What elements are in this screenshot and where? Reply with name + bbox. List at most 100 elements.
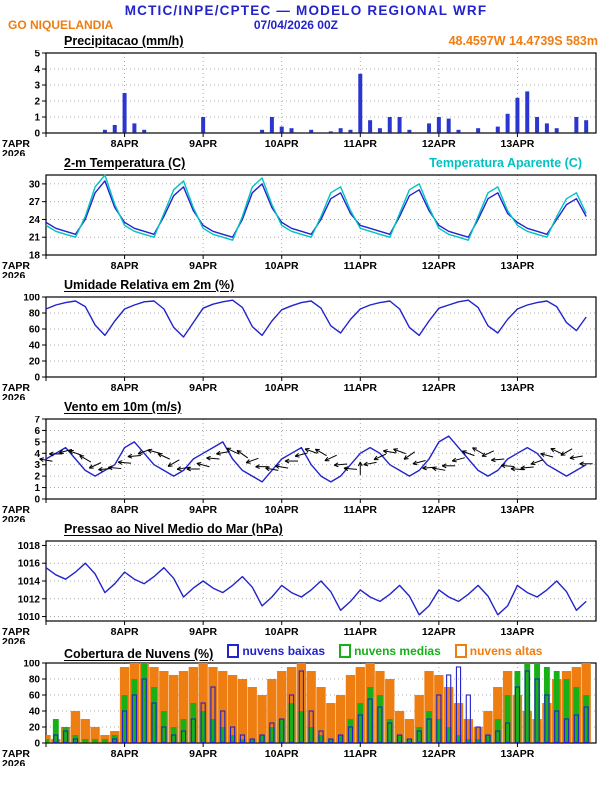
svg-text:9APR: 9APR	[189, 382, 217, 394]
legend-high-clouds: nuvens altas	[454, 644, 542, 658]
svg-text:8APR: 8APR	[111, 504, 139, 516]
svg-text:11APR: 11APR	[344, 382, 378, 394]
svg-text:7APR: 7APR	[2, 138, 30, 150]
model-title: MCTIC/INPE/CPTEC — MODELO REGIONAL WRF	[124, 3, 488, 18]
svg-text:1018: 1018	[18, 541, 41, 552]
mid-clouds-label: nuvens medias	[354, 644, 441, 658]
svg-text:27: 27	[29, 197, 41, 208]
svg-text:1014: 1014	[18, 577, 41, 588]
panel-humidity-title: Umidade Relativa em 2m (%)	[64, 278, 235, 292]
svg-text:13APR: 13APR	[500, 504, 534, 516]
panel-humidity-header: Umidade Relativa em 2m (%)	[0, 278, 612, 294]
station-coordinates: 48.4597W 14.4739S 583m	[448, 34, 598, 48]
svg-text:6: 6	[34, 426, 40, 437]
svg-text:1012: 1012	[18, 594, 41, 605]
svg-text:3: 3	[34, 460, 40, 471]
svg-text:13APR: 13APR	[500, 138, 534, 150]
apparent-temperature-legend: Temperatura Aparente (C)	[429, 156, 582, 170]
svg-text:20: 20	[29, 723, 41, 734]
svg-text:12APR: 12APR	[422, 260, 456, 272]
legend-low-clouds: nuvens baixas	[227, 644, 325, 658]
svg-text:8APR: 8APR	[111, 138, 139, 150]
svg-text:5: 5	[34, 50, 40, 60]
svg-text:2: 2	[34, 97, 40, 108]
svg-text:1016: 1016	[18, 559, 41, 570]
svg-text:12APR: 12APR	[422, 504, 456, 516]
panel-clouds-title: Cobertura de Nuvens (%)	[64, 647, 214, 661]
svg-text:18: 18	[29, 251, 41, 262]
svg-text:10APR: 10APR	[265, 260, 299, 272]
panel-pressure: Pressao ao Nivel Medio do Mar (hPa) 7APR…	[0, 522, 612, 644]
svg-text:4: 4	[34, 65, 40, 76]
svg-text:13APR: 13APR	[500, 260, 534, 272]
legend-mid-clouds: nuvens medias	[339, 644, 441, 658]
svg-text:8APR: 8APR	[111, 382, 139, 394]
svg-text:21: 21	[29, 233, 41, 244]
panel-wind-header: Vento em 10m (m/s)	[0, 400, 612, 416]
svg-text:0: 0	[34, 739, 40, 750]
svg-text:7APR: 7APR	[2, 504, 30, 516]
station-name: GO NIQUELANDIA	[8, 18, 114, 32]
svg-text:12APR: 12APR	[422, 382, 456, 394]
svg-text:12APR: 12APR	[422, 748, 456, 760]
svg-text:9APR: 9APR	[189, 504, 217, 516]
svg-text:7: 7	[34, 416, 40, 426]
svg-text:1: 1	[34, 483, 40, 494]
svg-text:13APR: 13APR	[500, 382, 534, 394]
svg-text:60: 60	[29, 325, 41, 336]
svg-text:10APR: 10APR	[265, 626, 299, 638]
panel-wind-title: Vento em 10m (m/s)	[64, 400, 182, 414]
svg-text:13APR: 13APR	[500, 626, 534, 638]
svg-text:2: 2	[34, 472, 40, 483]
panel-wind: Vento em 10m (m/s) 7APR 2026 8APR 9APR 10APR…	[0, 400, 612, 522]
svg-text:4: 4	[34, 449, 40, 460]
panel-temperature: 2-m Temperatura (C) Temperatura Aparente…	[0, 156, 612, 278]
svg-text:12APR: 12APR	[422, 138, 456, 150]
panel-precipitation-header: Precipitacao (mm/h) 48.4597W 14.4739S 58…	[0, 34, 612, 50]
svg-text:0: 0	[34, 373, 40, 384]
svg-text:5: 5	[34, 437, 40, 448]
svg-text:1: 1	[34, 113, 40, 124]
panel-temperature-header: 2-m Temperatura (C) Temperatura Aparente…	[0, 156, 612, 172]
svg-text:11APR: 11APR	[344, 504, 378, 516]
svg-text:11APR: 11APR	[344, 138, 378, 150]
svg-text:3: 3	[34, 81, 40, 92]
header-line2: GO NIQUELANDIA 07/04/2026 00Z	[0, 18, 612, 34]
panel-pressure-header: Pressao ao Nivel Medio do Mar (hPa)	[0, 522, 612, 538]
svg-text:2026: 2026	[2, 392, 26, 400]
mid-clouds-swatch-icon	[339, 644, 352, 658]
low-clouds-swatch-icon	[227, 644, 240, 658]
svg-text:0: 0	[34, 129, 40, 140]
svg-text:9APR: 9APR	[189, 626, 217, 638]
svg-text:9APR: 9APR	[189, 748, 217, 760]
svg-text:9APR: 9APR	[189, 260, 217, 272]
high-clouds-swatch-icon	[454, 644, 467, 658]
svg-text:8APR: 8APR	[111, 260, 139, 272]
panel-humidity: Umidade Relativa em 2m (%) 7APR 2026 8APR 9…	[0, 278, 612, 400]
svg-text:7APR: 7APR	[2, 626, 30, 638]
svg-text:10APR: 10APR	[265, 504, 299, 516]
svg-text:24: 24	[29, 215, 41, 226]
svg-text:10APR: 10APR	[265, 382, 299, 394]
svg-text:1010: 1010	[18, 612, 41, 623]
svg-text:13APR: 13APR	[500, 748, 534, 760]
svg-text:2026: 2026	[2, 270, 26, 278]
svg-text:40: 40	[29, 707, 41, 718]
panel-clouds: Cobertura de Nuvens (%) nuvens baixas nu…	[0, 644, 612, 766]
svg-text:10APR: 10APR	[265, 138, 299, 150]
svg-text:2026: 2026	[2, 148, 26, 156]
svg-text:60: 60	[29, 691, 41, 702]
svg-text:80: 80	[29, 675, 41, 686]
svg-text:80: 80	[29, 309, 41, 320]
svg-text:11APR: 11APR	[344, 748, 378, 760]
svg-text:2026: 2026	[2, 758, 26, 766]
panel-pressure-title: Pressao ao Nivel Medio do Mar (hPa)	[64, 522, 283, 536]
panel-precipitation-title: Precipitacao (mm/h)	[64, 34, 184, 48]
svg-text:2026: 2026	[2, 636, 26, 644]
svg-text:20: 20	[29, 357, 41, 368]
svg-text:7APR: 7APR	[2, 382, 30, 394]
svg-text:10APR: 10APR	[265, 748, 299, 760]
